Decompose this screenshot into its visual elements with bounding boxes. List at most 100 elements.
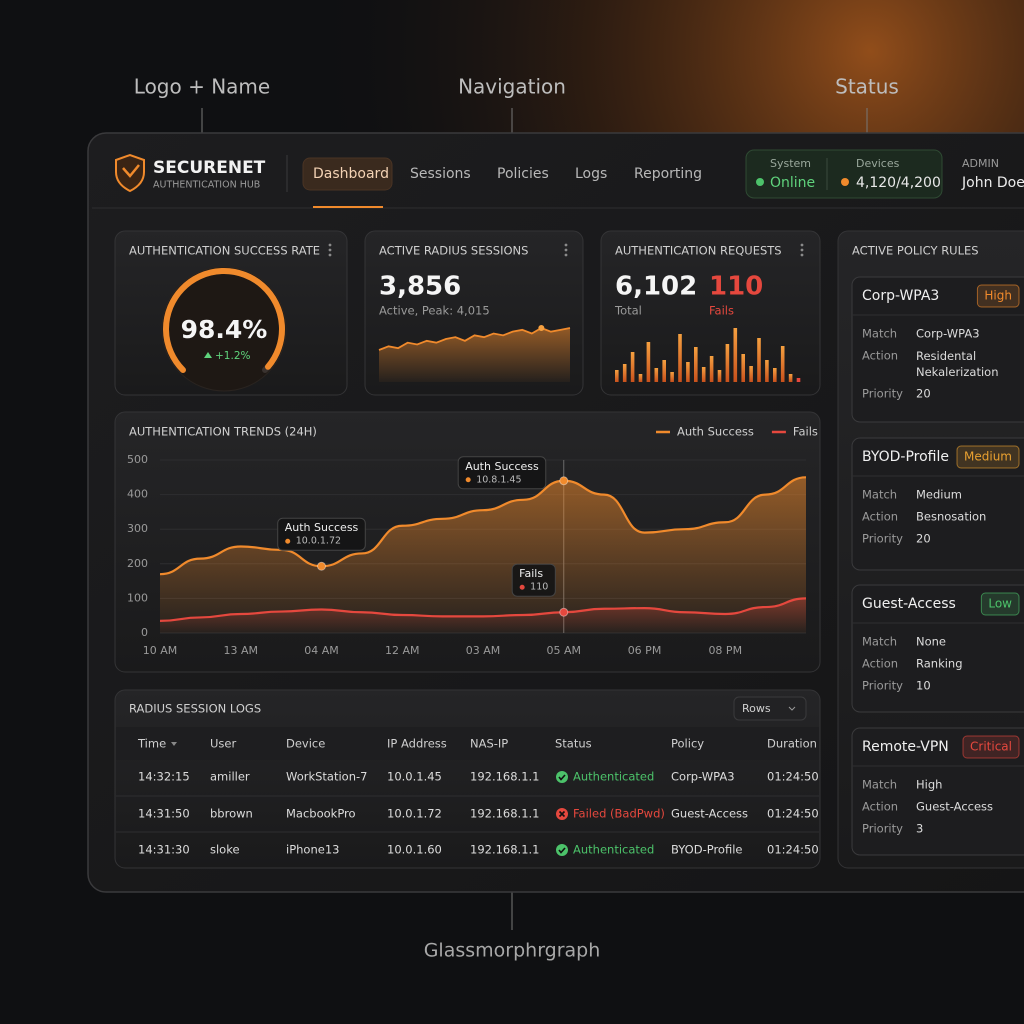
x-tick-label: 12 AM [385,644,420,657]
status-value: 4,120/4,200 [856,175,941,191]
nav-item[interactable]: Policies [497,166,549,182]
x-tick-label: 10 AM [143,644,178,657]
bar [622,364,627,382]
policy-name: Guest-Access [862,596,956,612]
policy-level: Low [988,597,1012,611]
y-tick-label: 500 [127,453,148,466]
policy-name: Remote-VPN [862,739,949,755]
annotation: Navigation [458,75,566,99]
annotation: Glassmorphrgraph [424,940,601,962]
policy-level: Critical [970,740,1012,754]
logo-mark [122,164,140,178]
line [159,597,807,622]
metric-value: 3,856 [379,272,461,302]
cell: 14:31:30 [138,843,190,857]
cell: MacbookPro [286,807,356,821]
logo [115,153,145,193]
status-text: Authenticated [573,843,654,857]
legend-label: Fails [793,425,818,439]
rows-select[interactable] [733,696,807,721]
field-label: Action [862,800,898,814]
bar [615,370,619,382]
bar [662,360,666,382]
menu-dots[interactable] [800,243,804,257]
field-value: 10 [916,679,931,693]
sparkline [378,327,571,351]
policy-name: BYOD-Profile [862,449,949,465]
metric-sub: Active, Peak: 4,015 [379,304,490,318]
tooltip-detail: 10.0.1.72 [296,536,341,547]
metric-sub: Total [614,304,642,318]
table-header [116,727,819,760]
nav-item[interactable]: Logs [575,166,607,182]
cell: 192.168.1.1 [470,770,540,784]
menu-dots[interactable] [564,243,568,257]
field-value: Guest-Access [916,800,993,814]
tooltip-title: Auth Success [285,521,359,534]
cell: 14:32:15 [138,770,190,784]
cell: WorkStation-7 [286,770,367,784]
field-label: Match [862,778,897,792]
chevron [788,706,796,711]
status-icon [556,844,568,856]
policy-badge [980,592,1020,616]
y-tick-label: 200 [127,557,148,570]
tooltip-point [317,561,326,571]
tooltip-detail: 10.8.1.45 [476,474,521,485]
gauge-value: 98.4% [181,315,268,344]
tooltip-dot [285,538,291,544]
field-value: 20 [916,387,931,401]
bar [678,334,682,382]
metric-value: 6,102 [615,272,697,302]
gauge-arc [163,268,285,374]
tooltip-dot [465,477,471,483]
x-tick-label: 05 AM [546,644,581,657]
policy-badge [962,735,1020,759]
field-value: Ranking [916,657,963,671]
column-header: NAS-IP [470,737,508,751]
status-value: Online [770,175,815,191]
field-label: Match [862,327,897,341]
status-label: Devices [856,157,900,170]
bar [686,362,690,382]
y-tick-label: 0 [141,626,148,639]
sparkline-peak [538,325,545,331]
cell: 10.0.1.60 [387,843,442,857]
menu-dots[interactable] [328,243,332,257]
bar [717,370,722,382]
trend-up-icon [204,352,212,358]
status-box [745,149,943,199]
user-name: John Doe [961,175,1024,191]
x-tick-label: 13 AM [223,644,258,657]
field-label: Priority [862,387,903,401]
bar [654,368,659,382]
nav-item[interactable]: Dashboard [313,166,389,182]
cell: 192.168.1.1 [470,843,540,857]
nav-item[interactable]: Reporting [634,166,702,182]
y-tick-label: 300 [127,522,148,535]
cell: 192.168.1.1 [470,807,540,821]
metric-value: 110 [709,272,763,302]
card-title: RADIUS SESSION LOGS [129,702,261,716]
cell: sloke [210,843,240,857]
nav-active-bg [302,157,393,191]
status-text: Failed (BadPwd) [573,807,665,821]
bar [670,372,674,382]
status-dot [756,178,764,186]
field-value: Medium [916,488,962,502]
rows-select-label: Rows [742,702,771,715]
card-title: ACTIVE POLICY RULES [852,244,979,258]
column-header: Time [137,737,166,751]
annotation: Status [835,75,899,99]
card-title: ACTIVE RADIUS SESSIONS [379,244,528,258]
field-label: Priority [862,822,903,836]
tooltip [277,517,366,551]
policy-badge [976,284,1020,308]
user-role: ADMIN [962,157,999,170]
cell: 01:24:50 [767,843,819,857]
y-tick-label: 400 [127,488,148,501]
nav-item[interactable]: Sessions [410,166,471,182]
policy-card [851,437,1024,571]
